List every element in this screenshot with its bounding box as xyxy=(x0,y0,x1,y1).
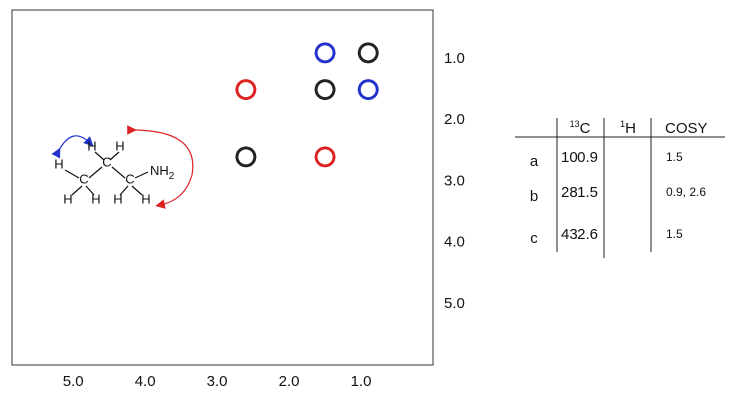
cross-peak xyxy=(314,42,336,64)
table-cell: b xyxy=(530,188,538,205)
contour xyxy=(359,42,377,64)
atom: H xyxy=(113,191,122,206)
table-cell: 43 xyxy=(561,226,578,243)
contour xyxy=(316,146,334,168)
table-cell: a xyxy=(530,153,539,170)
table-lines xyxy=(515,118,725,258)
contour xyxy=(358,80,379,99)
cross-peak xyxy=(357,79,379,101)
header-sup: 13 xyxy=(570,119,580,129)
x-tick-label: 1.0 xyxy=(351,373,372,390)
header-text: C xyxy=(580,120,591,137)
atom: H xyxy=(115,138,124,153)
y-tick-label: 5.0 xyxy=(444,295,465,312)
atom: H xyxy=(63,191,72,206)
table-cell: 1.5 xyxy=(666,227,683,241)
contour xyxy=(237,146,255,168)
atom: H xyxy=(54,156,63,171)
x-tick-label: 5.0 xyxy=(63,373,84,390)
table-cell: 1.5 xyxy=(666,150,683,164)
contour xyxy=(315,147,336,166)
atom: H xyxy=(141,191,150,206)
atom: C xyxy=(79,171,88,186)
atom: C xyxy=(125,171,134,186)
cross-peak xyxy=(357,42,379,64)
cross-peak xyxy=(235,79,257,101)
column-header: 1H xyxy=(620,119,636,137)
plot xyxy=(235,42,379,168)
column-header: COSY xyxy=(665,120,708,137)
atom: H xyxy=(87,138,96,153)
table-cell: 10 xyxy=(561,149,578,166)
atom: H xyxy=(91,191,100,206)
x-tick-label: 2.0 xyxy=(279,373,300,390)
cross-peak xyxy=(314,79,336,101)
contour xyxy=(237,79,255,101)
contour xyxy=(358,43,379,62)
molecule xyxy=(51,125,194,209)
cross-peak xyxy=(314,146,336,168)
table-cell: 0.9, 2.6 xyxy=(666,185,706,199)
amine-subscript: 2 xyxy=(169,171,175,182)
plot-frame xyxy=(11,9,434,366)
amine-text: NH xyxy=(150,163,169,178)
contour xyxy=(315,80,336,99)
header-sup: 1 xyxy=(620,119,625,129)
contour xyxy=(316,79,334,101)
column-header: 13C xyxy=(570,119,591,137)
contour xyxy=(316,42,334,64)
y-tick-label: 3.0 xyxy=(444,172,465,189)
table-cell: 0.9 xyxy=(577,149,598,166)
y-tick-label: 1.0 xyxy=(444,50,465,67)
y-tick-label: 2.0 xyxy=(444,111,465,128)
contour xyxy=(235,80,256,99)
contour xyxy=(315,43,336,62)
table-cell: 2.6 xyxy=(577,226,598,243)
contour xyxy=(235,147,256,166)
x-tick-label: 3.0 xyxy=(207,373,228,390)
cross-peak xyxy=(235,146,257,168)
table-cell: 28 xyxy=(561,184,578,201)
y-tick-label: 4.0 xyxy=(444,234,465,251)
atom: C xyxy=(102,154,111,169)
contour xyxy=(359,79,377,101)
table-cell: c xyxy=(530,230,538,247)
table-cell: 1.5 xyxy=(577,184,598,201)
x-tick-label: 4.0 xyxy=(135,373,156,390)
header-text: H xyxy=(625,120,636,137)
amine: NH2 xyxy=(150,163,175,181)
